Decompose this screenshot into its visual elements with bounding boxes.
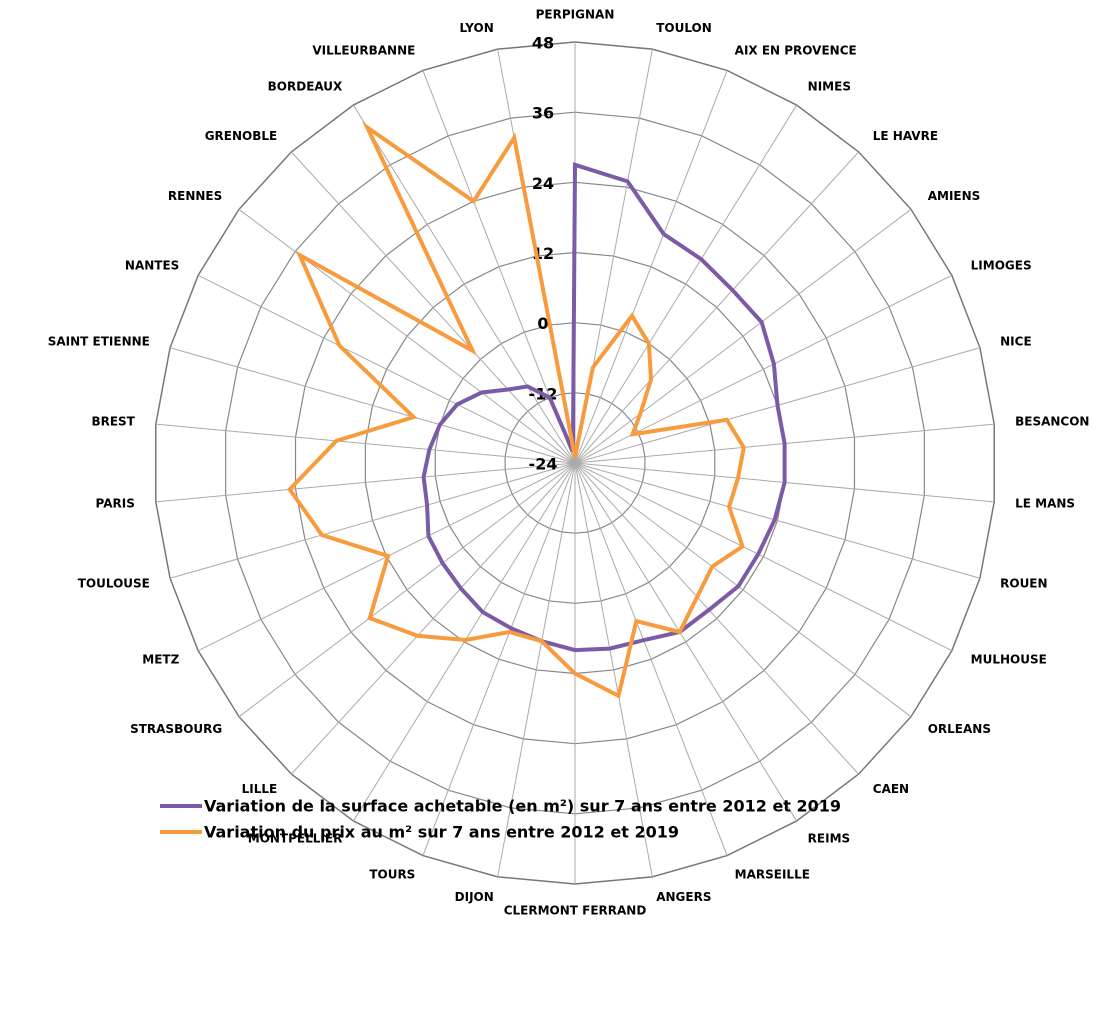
spoke xyxy=(574,70,728,464)
category-label: ANGERS xyxy=(656,890,711,904)
category-label: PARIS xyxy=(96,496,135,510)
spoke xyxy=(238,208,576,464)
series-line xyxy=(421,162,787,653)
tick-label: 0 xyxy=(537,314,548,333)
spoke xyxy=(574,208,912,464)
spoke xyxy=(155,462,576,503)
tick-label: 48 xyxy=(532,34,554,53)
category-label: LE HAVRE xyxy=(873,129,938,143)
spoke xyxy=(291,462,576,775)
category-label: VILLEURBANNE xyxy=(312,43,415,57)
spoke xyxy=(169,462,576,579)
category-label: ORLEANS xyxy=(928,722,991,736)
series-line xyxy=(287,121,746,699)
category-label: DIJON xyxy=(455,890,494,904)
spoke xyxy=(352,104,576,464)
category-label: SAINT ETIENNE xyxy=(48,335,150,349)
spoke xyxy=(497,462,576,877)
category-label: ROUEN xyxy=(1000,576,1047,590)
spoke xyxy=(574,151,859,464)
category-label: RENNES xyxy=(168,189,222,203)
spoke xyxy=(574,462,981,579)
spoke xyxy=(169,347,576,464)
spoke xyxy=(291,151,576,464)
category-label: PERPIGNAN xyxy=(536,8,615,22)
legend-label: Variation du prix au m² sur 7 ans entre … xyxy=(204,823,679,842)
spoke xyxy=(197,274,576,464)
tick-label: 24 xyxy=(532,174,554,193)
spoke xyxy=(574,462,798,822)
category-label: LIMOGES xyxy=(971,258,1032,272)
spoke xyxy=(155,423,576,464)
category-label: MULHOUSE xyxy=(971,653,1047,667)
spoke xyxy=(574,462,728,856)
spoke xyxy=(238,462,576,718)
spoke xyxy=(574,104,798,464)
category-label: TOULON xyxy=(656,21,712,35)
spoke xyxy=(422,462,576,856)
tick-label: 36 xyxy=(532,104,554,123)
category-label: STRASBOURG xyxy=(130,722,222,736)
category-label: MONTPELLIER xyxy=(248,831,343,845)
category-label: CAEN xyxy=(873,782,909,796)
category-label: METZ xyxy=(142,653,179,667)
legend-label: Variation de la surface achetable (en m²… xyxy=(204,797,841,816)
tick-label: -24 xyxy=(529,455,558,474)
category-label: CLERMONT FERRAND xyxy=(504,904,647,918)
category-label: NANTES xyxy=(125,258,179,272)
category-label: NIMES xyxy=(808,80,851,94)
category-label: LILLE xyxy=(242,782,278,796)
spoke xyxy=(574,462,653,877)
category-label: REIMS xyxy=(808,831,851,845)
category-label: LYON xyxy=(459,21,493,35)
category-label: BORDEAUX xyxy=(268,80,343,94)
category-label: NICE xyxy=(1000,335,1032,349)
spoke xyxy=(352,462,576,822)
category-label: BREST xyxy=(91,415,135,429)
category-label: BESANCON xyxy=(1015,415,1089,429)
category-label: LE MANS xyxy=(1015,496,1075,510)
category-label: MARSEILLE xyxy=(735,868,810,882)
spoke xyxy=(574,462,953,652)
spoke xyxy=(574,462,912,718)
category-label: GRENOBLE xyxy=(205,129,278,143)
category-label: AIX EN PROVENCE xyxy=(735,43,857,57)
category-label: TOURS xyxy=(369,868,415,882)
spoke xyxy=(574,462,859,775)
category-label: AMIENS xyxy=(928,189,981,203)
category-label: TOULOUSE xyxy=(78,576,150,590)
